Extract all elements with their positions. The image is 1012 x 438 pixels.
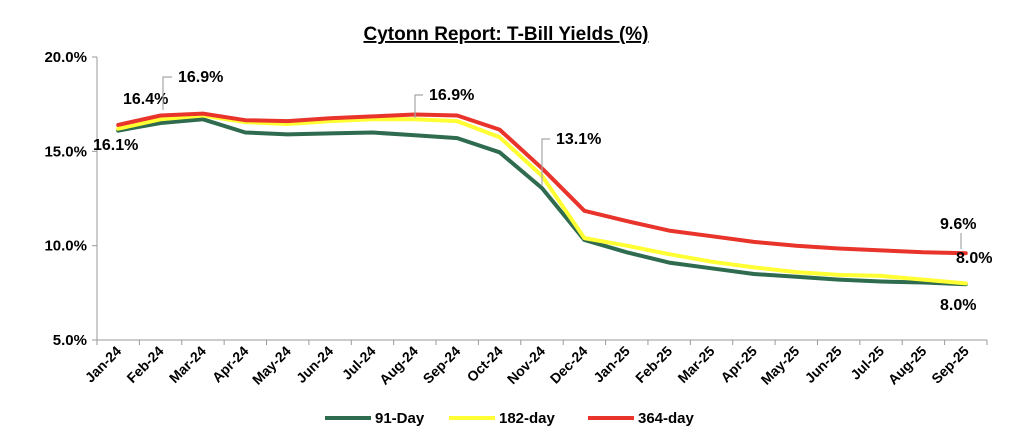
data-label: 13.1% xyxy=(556,131,601,148)
x-tick-label: Aug-24 xyxy=(376,343,421,388)
x-tick-label: Jan-25 xyxy=(590,343,633,386)
x-tick-label: Sep-24 xyxy=(420,343,464,387)
x-tick-label: Aug-25 xyxy=(885,343,930,388)
y-tick-label: 5.0% xyxy=(53,332,87,349)
legend-label-91-day: 91-Day xyxy=(375,410,425,427)
x-tick-label: Jul-24 xyxy=(339,343,379,383)
data-label-leader xyxy=(414,94,423,118)
series-line-91-day xyxy=(116,117,968,287)
x-tick-label: Feb-24 xyxy=(123,343,166,386)
y-tick-label: 15.0% xyxy=(44,143,87,160)
data-label: 16.9% xyxy=(178,69,223,86)
data-label: 16.9% xyxy=(429,87,474,104)
x-tick-label: Sep-25 xyxy=(928,343,972,387)
x-tick-label: Feb-25 xyxy=(632,343,675,386)
x-tick-label: May-25 xyxy=(758,343,803,388)
x-tick-label: Mar-25 xyxy=(674,343,717,386)
chart-title: Cytonn Report: T-Bill Yields (%) xyxy=(363,24,648,45)
y-axis-ticks: 5.0% 10.0% 15.0% 20.0% xyxy=(44,49,97,349)
y-tick-label: 10.0% xyxy=(44,238,87,255)
data-label-leader xyxy=(541,138,550,186)
x-tick-label: Jun-24 xyxy=(293,343,336,386)
x-tick-label: Apr-24 xyxy=(209,343,252,386)
x-tick-label: Jan-24 xyxy=(82,343,125,386)
x-tick-label: Mar-24 xyxy=(166,343,209,386)
x-tick-label: Nov-24 xyxy=(504,343,548,387)
data-label-leader xyxy=(162,76,172,110)
data-label: 8.0% xyxy=(940,297,976,314)
data-label: 8.0% xyxy=(956,250,992,267)
legend-label-182-day: 182-day xyxy=(499,410,556,427)
data-labels: 16.1% 16.4% 16.9% 16.9% 13.1% 9.6% 8.0% 8.0% xyxy=(93,69,992,314)
data-label: 16.1% xyxy=(93,137,138,154)
axes xyxy=(96,57,987,341)
x-tick-label: Jun-25 xyxy=(802,343,845,386)
y-tick-label: 20.0% xyxy=(44,49,87,66)
data-label: 9.6% xyxy=(940,216,976,233)
x-tick-label: Jul-25 xyxy=(847,343,887,383)
data-label: 16.4% xyxy=(123,91,168,108)
x-tick-label: May-24 xyxy=(249,343,294,388)
x-tick-label: Apr-25 xyxy=(717,343,760,386)
x-tick-label: Oct-24 xyxy=(464,343,506,385)
legend: 91-Day 182-day 364-day xyxy=(325,410,695,427)
legend-label-364-day: 364-day xyxy=(638,410,695,427)
x-tick-label: Dec-24 xyxy=(547,343,591,387)
